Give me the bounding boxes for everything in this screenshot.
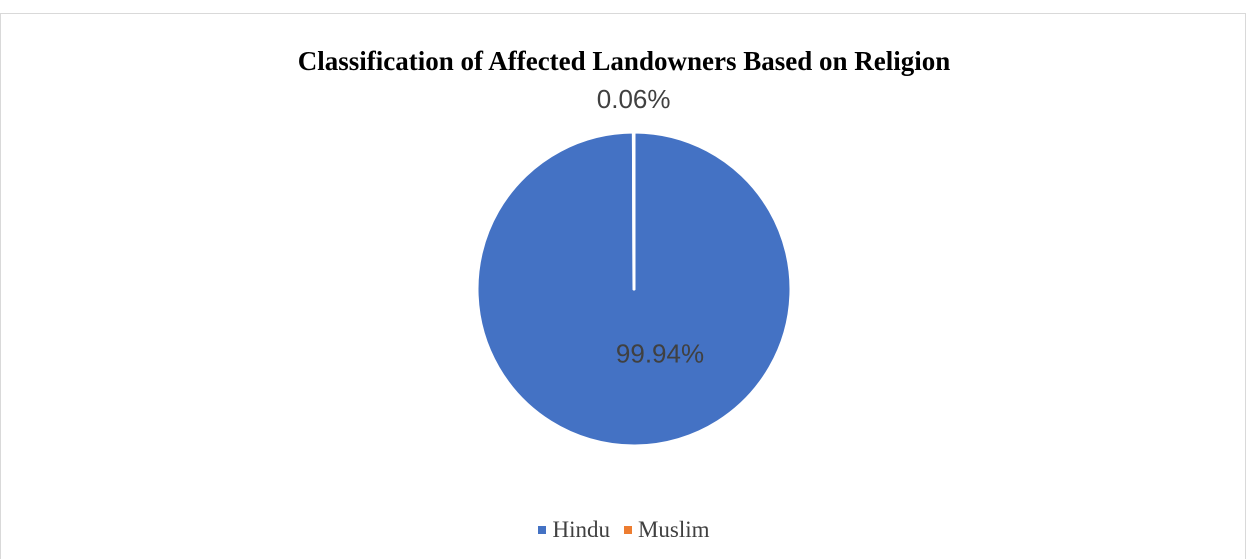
data-label-muslim: 0.06% <box>597 84 671 114</box>
legend-swatch-muslim <box>623 526 632 534</box>
chart-legend: Hindu Muslim <box>0 517 1248 543</box>
chart-title: Classification of Affected Landowners Ba… <box>297 46 951 76</box>
legend-label-hindu: Hindu <box>552 517 610 542</box>
legend-label-muslim: Muslim <box>637 517 710 542</box>
pie-slice-muslim <box>631 130 636 291</box>
data-label-hindu: 99.94% <box>616 339 704 369</box>
legend-swatch-hindu <box>538 526 547 534</box>
legend-item-muslim: Muslim <box>623 517 710 543</box>
legend-item-hindu: Hindu <box>538 517 610 543</box>
